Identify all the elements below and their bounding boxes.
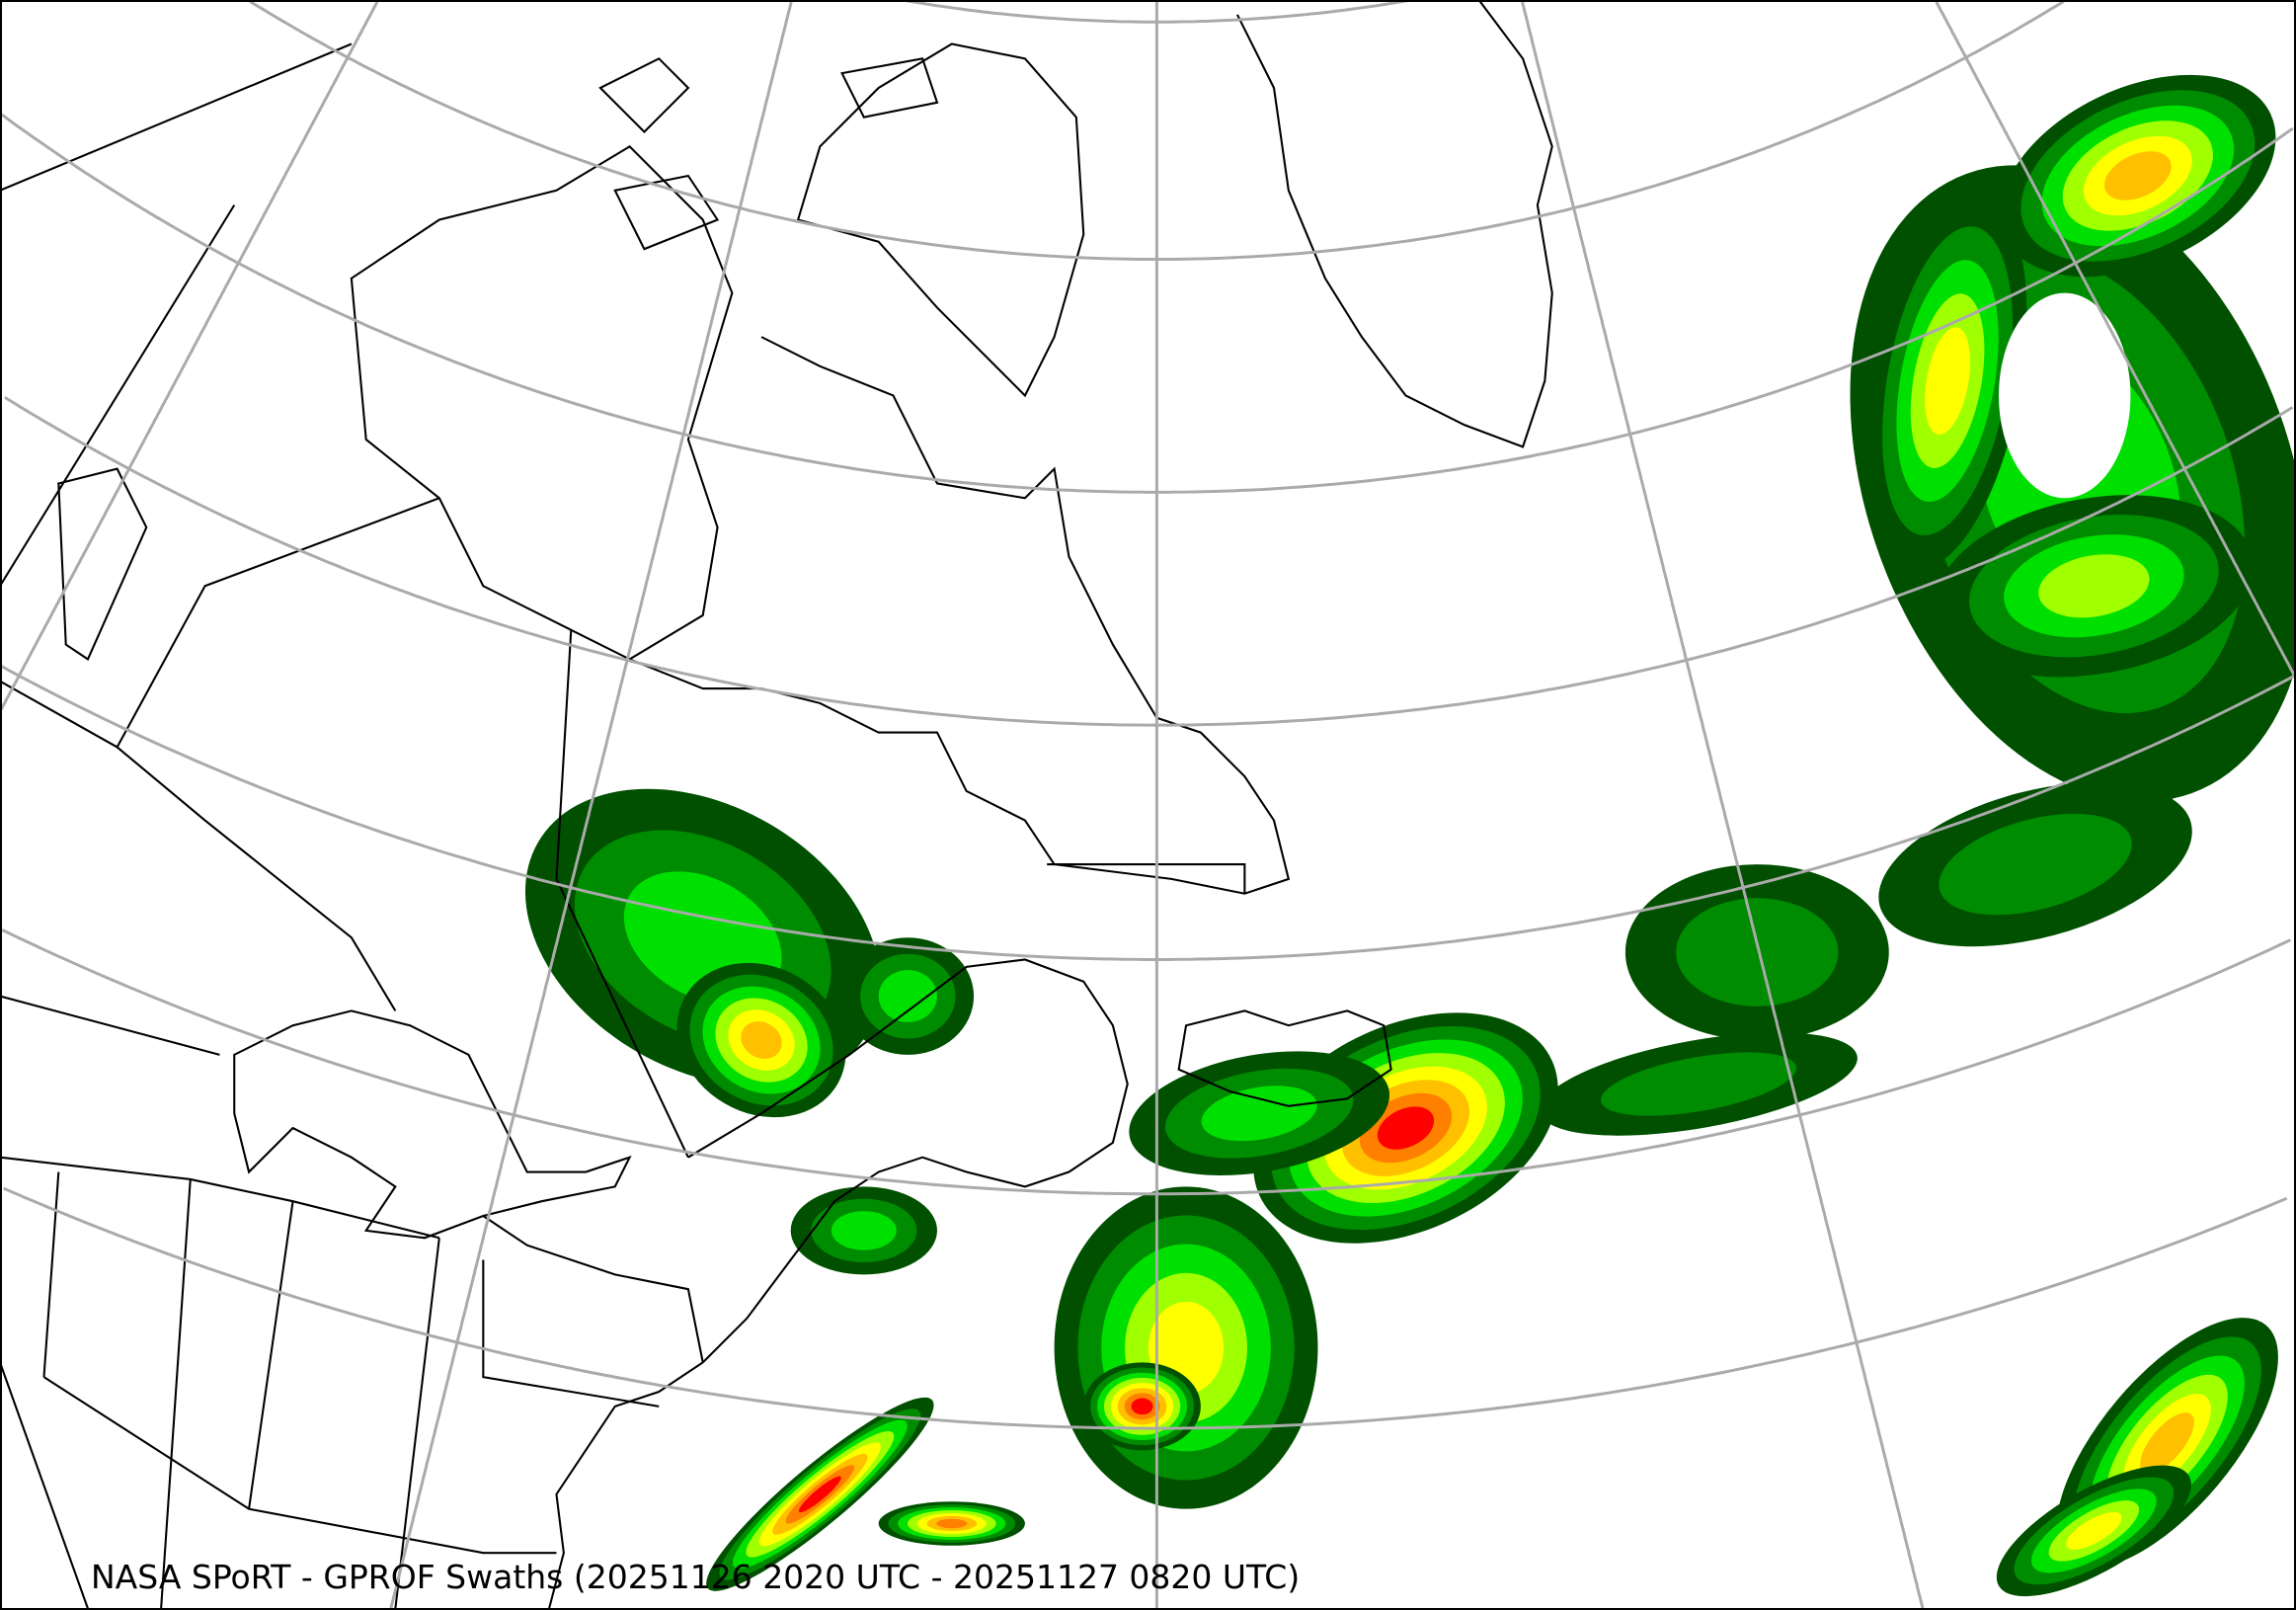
precip-level-5 xyxy=(2104,151,2172,201)
parallel-line xyxy=(4,396,2294,727)
cyclone-north-band xyxy=(2000,74,2276,278)
precip-level-4 xyxy=(1925,327,1971,436)
cyclone-west-arm xyxy=(1867,193,2027,569)
atlantic-cells xyxy=(1624,864,1889,1041)
quebec-east xyxy=(841,937,975,1055)
precip-level-3 xyxy=(2038,554,2150,618)
canada-us-border xyxy=(0,680,704,1363)
sw-band xyxy=(706,1397,934,1591)
newfoundland-coast xyxy=(1177,1009,1392,1107)
precip-level-7 xyxy=(1377,1106,1435,1150)
southern-core xyxy=(1083,1362,1201,1451)
atlantic-band xyxy=(1540,1032,1858,1136)
southern-swath xyxy=(1054,1186,1318,1509)
precip-level-7 xyxy=(1131,1398,1153,1415)
parallel-line xyxy=(1,928,2291,1196)
meridian-line xyxy=(1935,1,2296,679)
province-borders xyxy=(0,42,1246,1159)
arctic-islands xyxy=(57,57,939,661)
newfoundland-west xyxy=(1129,1051,1390,1176)
precipitation-swaths xyxy=(524,74,2296,1597)
labrador-coast xyxy=(629,336,1291,895)
precip-level-7 xyxy=(798,1476,841,1513)
parallel-line xyxy=(0,112,2294,494)
meridian-line xyxy=(1521,1,1925,1609)
great-lakes xyxy=(233,1009,632,1240)
meridian-line xyxy=(389,1,793,1609)
precip-level-2 xyxy=(878,970,937,1022)
map-caption: NASA SPoRT - GPROF Swaths (20251126 2020… xyxy=(91,1558,1301,1596)
baffin-coast xyxy=(796,42,1085,398)
greenland-coast xyxy=(1236,0,1553,448)
precip-level-1 xyxy=(1601,1052,1796,1116)
precip-level-5 xyxy=(741,1021,782,1059)
precip-level-2 xyxy=(1201,1086,1317,1142)
gulf-st-lawrence-coast xyxy=(687,958,1129,1364)
precip-level-6 xyxy=(936,1518,968,1529)
precip-level-5 xyxy=(2140,1412,2194,1474)
cyclone-eye xyxy=(1998,292,2131,499)
meridian-line xyxy=(0,1,379,712)
coastlines xyxy=(0,0,1553,1609)
state-borders xyxy=(0,995,660,1609)
quebec-core xyxy=(676,962,846,1118)
maine-cells xyxy=(790,1186,937,1275)
cyclone-south-arm xyxy=(1935,495,2254,678)
precip-level-2 xyxy=(831,1211,897,1250)
precip-level-1 xyxy=(1939,813,2132,916)
parallel-line xyxy=(3,1186,2288,1430)
us-east-coast xyxy=(548,1361,704,1609)
hudson-bay-coast xyxy=(350,145,734,661)
sw-band-east xyxy=(878,1501,1025,1546)
precip-level-4 xyxy=(2066,1511,2122,1550)
parallel-line xyxy=(0,664,2296,961)
se-band-lower xyxy=(1996,1465,2191,1597)
precip-level-1 xyxy=(1676,898,1839,1006)
